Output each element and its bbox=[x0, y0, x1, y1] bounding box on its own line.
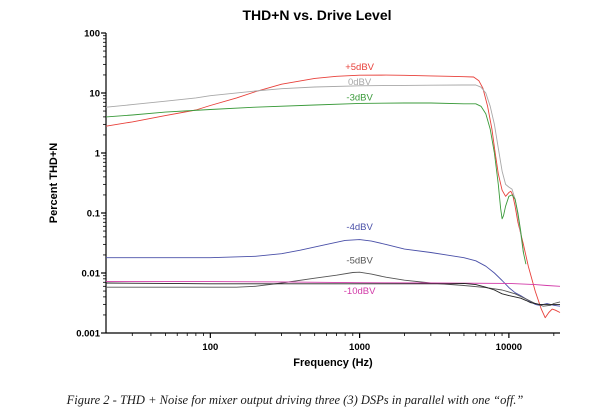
figure-caption: Figure 2 - THD + Noise for mixer output … bbox=[66, 393, 524, 407]
series-line-3dbv bbox=[105, 102, 527, 265]
series-line-10dbv bbox=[106, 281, 561, 287]
y-tick-label: 0.001 bbox=[76, 329, 100, 340]
y-tick-label: 100 bbox=[84, 29, 100, 40]
series-label-5dbv: -5dBV bbox=[346, 255, 373, 266]
series-labels: +5dBV 0dBV -3dBV -4dBV -5dBV -10dBV bbox=[344, 62, 376, 297]
x-tick-label: 100 bbox=[202, 342, 218, 353]
series-lines bbox=[105, 74, 561, 319]
series-line-4dbv bbox=[106, 239, 561, 307]
series-label-5dbv: +5dBV bbox=[345, 62, 374, 73]
series-label-4dbv: -4dBV bbox=[346, 222, 373, 233]
series-line-0dbv bbox=[105, 84, 524, 253]
y-tick-label: 10 bbox=[89, 89, 100, 100]
x-ticks: 100 1000 10000 bbox=[131, 333, 555, 353]
x-tick-label: 10000 bbox=[496, 342, 522, 353]
y-axis-label: Percent THD+N bbox=[48, 143, 60, 223]
series-label-3dbv: -3dBV bbox=[346, 92, 373, 103]
series-line-unlabeled-6 bbox=[105, 282, 560, 305]
chart-title: THD+N vs. Drive Level bbox=[242, 7, 391, 23]
y-tick-label: 0.01 bbox=[82, 269, 101, 280]
y-ticks: 0.001 0.01 0.1 1 10 100 bbox=[76, 29, 106, 340]
y-tick-label: 0.1 bbox=[87, 209, 101, 220]
x-tick-label: 1000 bbox=[349, 342, 370, 353]
y-tick-label: 1 bbox=[95, 149, 101, 160]
series-line-5dbv bbox=[105, 74, 561, 319]
series-label-10dbv: -10dBV bbox=[344, 286, 376, 297]
x-axis-label: Frequency (Hz) bbox=[293, 357, 373, 369]
series-label-0dbv: 0dBV bbox=[348, 77, 372, 88]
